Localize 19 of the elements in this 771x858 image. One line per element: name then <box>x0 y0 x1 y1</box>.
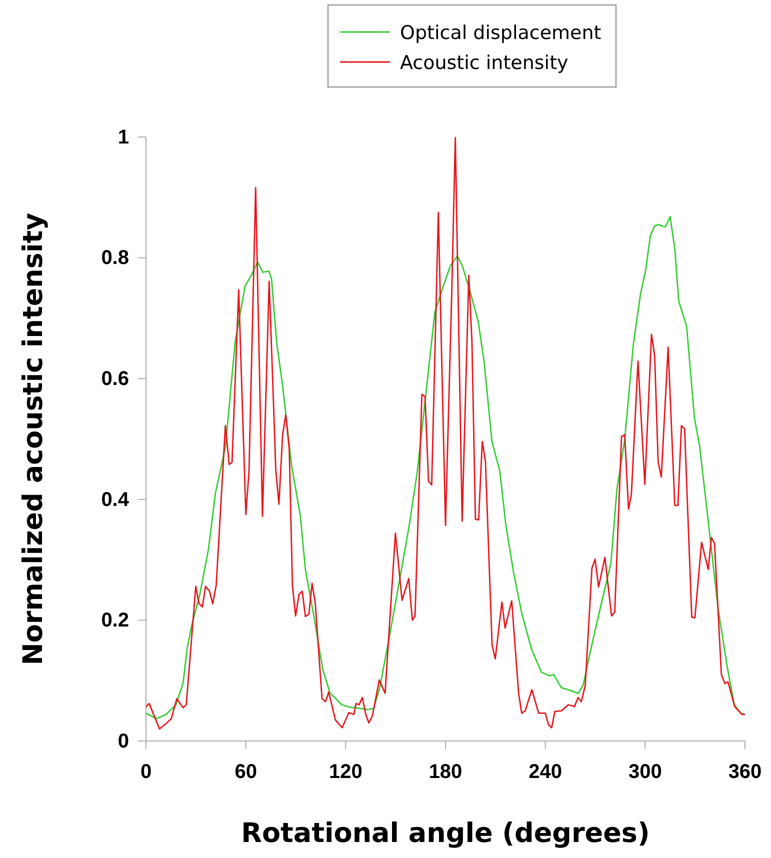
x-tick-label: 300 <box>628 761 662 783</box>
legend-label: Acoustic intensity <box>400 52 568 74</box>
x-tick-label: 240 <box>528 761 562 783</box>
y-tick-label: 0.6 <box>101 368 129 390</box>
x-tick-label: 60 <box>234 761 257 783</box>
x-axis-title: Rotational angle (degrees) <box>241 818 650 849</box>
x-tick-label: 180 <box>428 761 462 783</box>
line-series <box>145 216 746 720</box>
y-tick-label: 1 <box>118 126 129 148</box>
y-axis-title: Normalized acoustic intensity <box>18 212 49 666</box>
x-tick-label: 120 <box>328 761 362 783</box>
y-tick-label: 0 <box>118 730 129 752</box>
y-tick-label: 0.4 <box>101 488 130 511</box>
y-tick-label: 0.2 <box>101 610 129 632</box>
line-series <box>145 136 746 730</box>
legend-label: Optical displacement <box>400 22 602 44</box>
x-tick-label: 0 <box>140 761 152 783</box>
x-tick-label: 360 <box>728 761 762 783</box>
y-tick-label: 0.8 <box>101 247 129 270</box>
